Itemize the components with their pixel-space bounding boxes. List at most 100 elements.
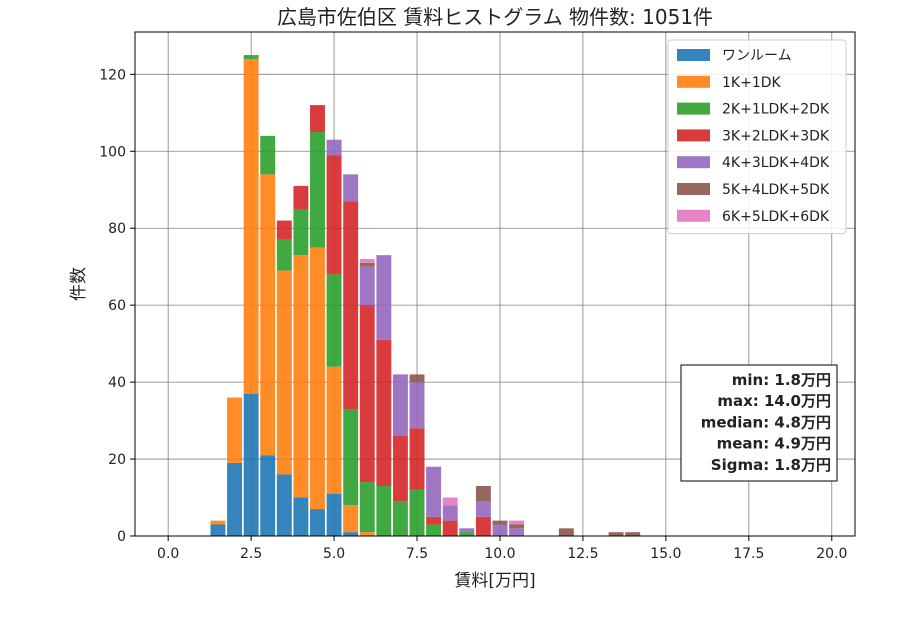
- legend-label-1: 1K+1DK: [722, 75, 782, 91]
- bar-5-18: [509, 524, 525, 529]
- bar-4-16: [475, 501, 491, 517]
- x-axis-label: 賃料[万円]: [454, 571, 535, 591]
- bar-3-5: [293, 185, 309, 209]
- bar-3-7: [326, 155, 342, 275]
- bar-4-17: [492, 524, 508, 536]
- stats-line-4: Sigma: 1.8万円: [711, 456, 831, 474]
- bar-1-7: [326, 366, 342, 494]
- bar-3-16: [475, 516, 491, 536]
- bar-0-6: [310, 509, 325, 536]
- bar-1-0: [210, 520, 226, 525]
- y-tick-label-2: 40: [108, 375, 126, 391]
- y-tick-label-0: 0: [117, 529, 126, 545]
- stats-line-3: mean: 4.9万円: [717, 435, 831, 453]
- bar-0-4: [276, 474, 292, 536]
- legend: ワンルーム 1K+1DK 2K+1LDK+2DK 3K+2LDK+3DK 4K+3LDK…: [667, 39, 847, 235]
- bar-2-12: [409, 489, 425, 536]
- bar-5-19: [558, 528, 574, 536]
- bar-2-6: [310, 132, 325, 248]
- stats-line-1: max: 14.0万円: [717, 392, 831, 410]
- bar-1-6: [310, 247, 325, 510]
- bar-4-10: [376, 255, 392, 340]
- x-tick-label-8: 20.0: [816, 546, 847, 562]
- bar-1-8: [343, 505, 359, 533]
- bar-2-3: [260, 135, 276, 175]
- legend-swatch-1: [677, 75, 710, 88]
- legend-swatch-6: [677, 209, 710, 222]
- bar-4-14: [442, 505, 458, 521]
- bar-4-15: [459, 528, 475, 533]
- bar-5-21: [625, 532, 641, 536]
- bar-4-11: [392, 374, 408, 436]
- x-tick-label-0: 0.0: [157, 546, 179, 562]
- bar-5-17: [492, 520, 508, 525]
- bar-3-4: [276, 220, 292, 240]
- bar-2-9: [359, 482, 375, 533]
- y-tick-label-3: 60: [108, 298, 126, 314]
- bar-5-12: [409, 374, 425, 383]
- y-axis-label: 件数: [69, 267, 89, 301]
- bar-2-5: [293, 208, 309, 256]
- bar-1-4: [276, 270, 292, 475]
- y-tick-label-5: 100: [99, 144, 126, 160]
- bar-2-4: [276, 239, 292, 271]
- bar-4-13: [426, 466, 442, 517]
- bar-1-2: [243, 58, 259, 394]
- bar-0-5: [293, 497, 309, 536]
- legend-label-4: 4K+3LDK+4DK: [722, 155, 830, 171]
- bar-3-11: [392, 435, 408, 502]
- y-tick-label-6: 120: [99, 67, 126, 83]
- bar-0-0: [210, 524, 226, 536]
- bar-6-14: [442, 497, 458, 506]
- legend-swatch-3: [677, 129, 710, 142]
- legend-label-2: 2K+1LDK+2DK: [722, 102, 830, 118]
- y-axis-ticks: 0 20 40 60 80 100 120: [99, 67, 135, 545]
- bar-0-7: [326, 493, 342, 536]
- bar-2-2: [243, 55, 259, 59]
- legend-swatch-4: [677, 156, 710, 169]
- y-tick-label-1: 20: [108, 452, 126, 468]
- bar-3-9: [359, 305, 375, 483]
- x-tick-label-2: 5.0: [323, 546, 345, 562]
- bar-1-1: [227, 397, 243, 463]
- x-tick-label-3: 7.5: [406, 546, 428, 562]
- legend-label-0: ワンルーム: [722, 48, 792, 64]
- bar-2-13: [426, 524, 442, 536]
- bar-3-14: [442, 520, 458, 536]
- chart-title: 広島市佐伯区 賃料ヒストグラム 物件数: 1051件: [277, 5, 713, 29]
- stats-frame: [680, 364, 838, 482]
- bar-3-6: [310, 105, 325, 133]
- bar-5-16: [475, 485, 491, 502]
- y-tick-label-4: 80: [108, 221, 126, 237]
- legend-frame: [667, 39, 847, 235]
- bar-2-8: [343, 409, 359, 506]
- bar-1-5: [293, 255, 309, 498]
- bar-2-15: [459, 532, 475, 536]
- x-tick-label-5: 12.5: [567, 546, 598, 562]
- bar-0-2: [243, 393, 259, 536]
- legend-swatch-2: [677, 102, 710, 115]
- stats-line-0: min: 1.8万円: [732, 371, 831, 389]
- legend-label-3: 3K+2LDK+3DK: [722, 128, 830, 144]
- bar-4-7: [326, 139, 342, 156]
- bar-3-12: [409, 428, 425, 490]
- bar-2-7: [326, 274, 342, 367]
- bar-0-3: [260, 455, 276, 536]
- stats-box: min: 1.8万円 max: 14.0万円 median: 4.8万円 mean: …: [680, 364, 838, 482]
- bar-3-8: [343, 201, 359, 410]
- bar-5-9: [359, 262, 375, 267]
- x-tick-label-4: 10.0: [484, 546, 515, 562]
- bar-2-11: [392, 501, 408, 536]
- legend-swatch-0: [677, 49, 710, 61]
- bar-1-9: [359, 532, 375, 536]
- bar-4-18: [509, 528, 525, 536]
- bar-5-20: [608, 532, 624, 536]
- legend-swatch-5: [677, 183, 710, 195]
- bar-4-12: [409, 382, 425, 429]
- x-tick-label-1: 2.5: [240, 546, 262, 562]
- bar-4-9: [359, 266, 375, 306]
- bar-1-3: [260, 174, 276, 456]
- legend-label-6: 6K+5LDK+6DK: [722, 209, 830, 225]
- bar-4-8: [343, 174, 359, 202]
